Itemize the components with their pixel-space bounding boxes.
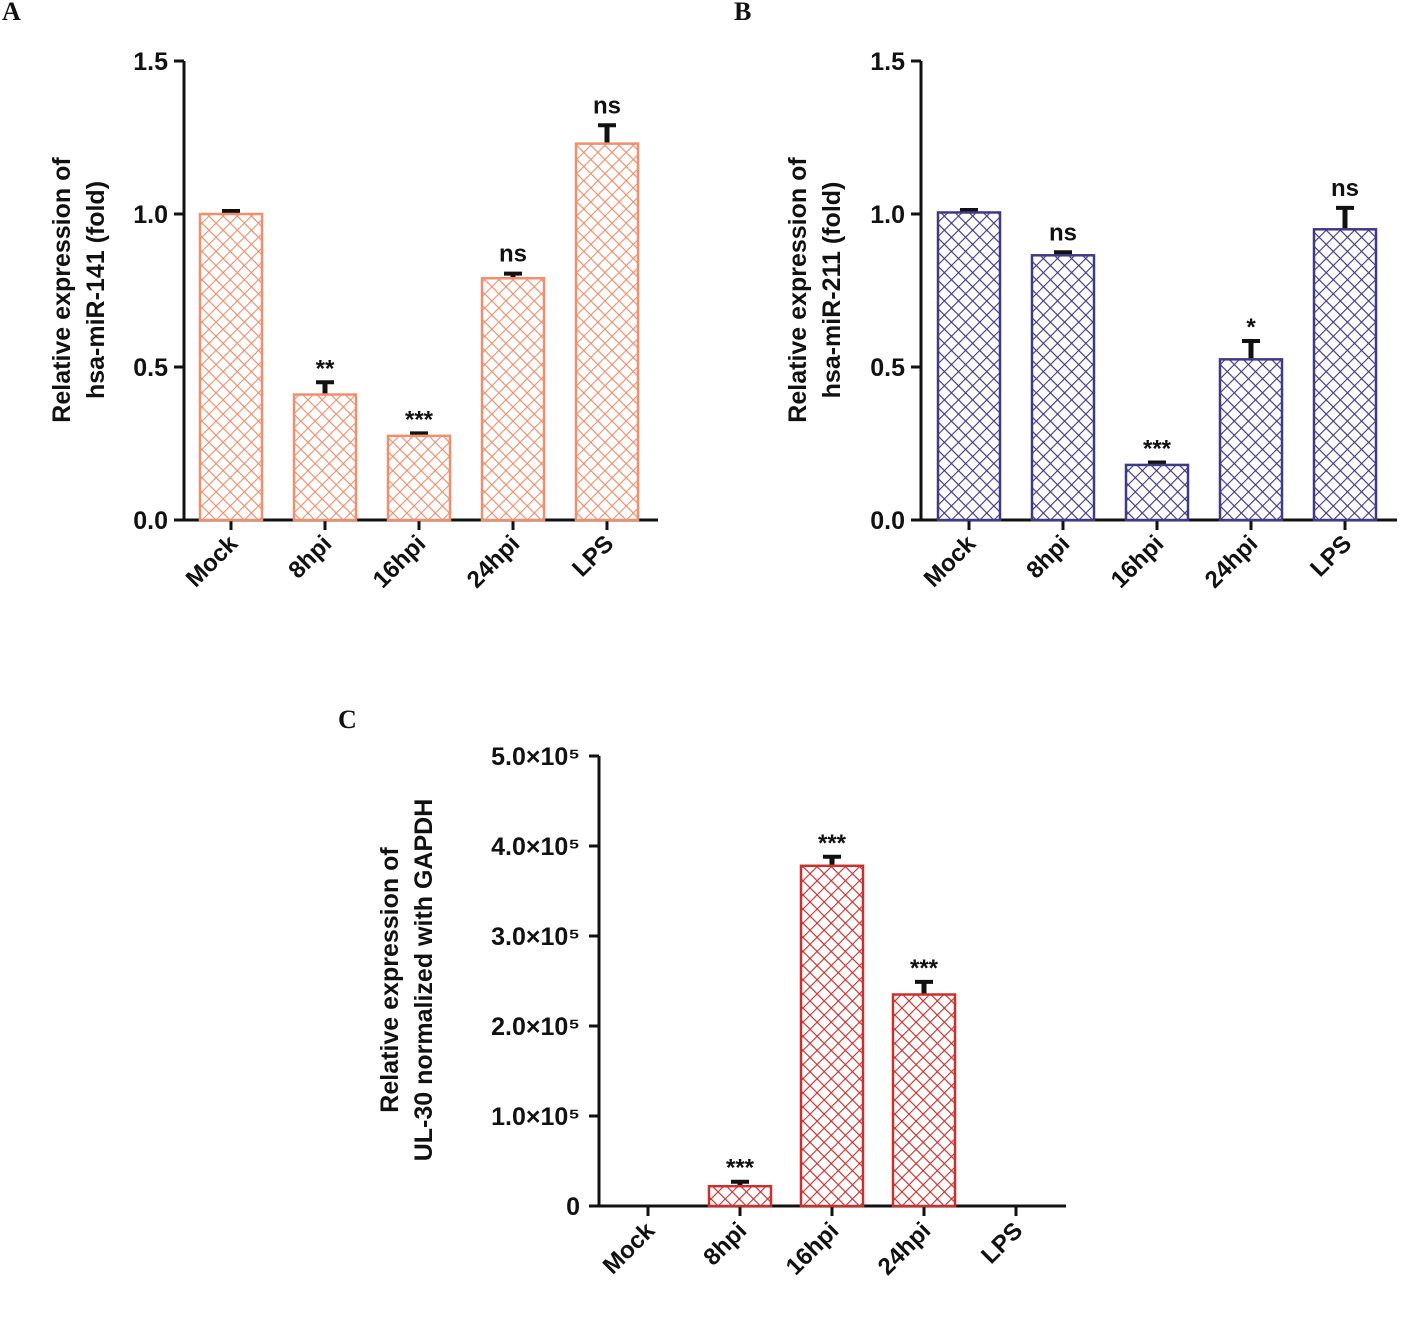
x-tick-label-c-mock: Mock [598, 1217, 661, 1280]
significance-a-24hpi: ns [499, 241, 527, 268]
y-axis-title-a-line1: Relative expression of [48, 157, 76, 423]
x-tick-label-a-lps: LPS [567, 530, 619, 582]
x-tick-label-a-mock: Mock [181, 530, 244, 593]
bar-b-lps [1312, 228, 1378, 522]
y-tick-label-c: 0 [566, 1193, 580, 1221]
y-tick-label-b: 0.0 [870, 507, 905, 535]
panel-label-c: C [338, 705, 357, 734]
y-tick-label-c: 4.0×10⁵ [491, 833, 580, 861]
significance-a-16hpi: *** [405, 406, 434, 433]
y-tick-label-a: 1.5 [133, 48, 168, 76]
x-tick-label-b-16hpi: 16hpi [1106, 530, 1169, 593]
significance-b-16hpi: *** [1143, 435, 1172, 462]
significance-c-8hpi: *** [726, 1155, 755, 1182]
y-tick-label-b: 0.5 [870, 354, 905, 382]
significance-b-24hpi: * [1246, 314, 1256, 341]
y-tick-label-b: 1.5 [870, 48, 905, 76]
significance-b-lps: ns [1331, 175, 1359, 202]
chart-a: 0.0 0.5 1.0 1.5 Mock ** 8hpi *** 16hpi ns 24hpi ns L… [133, 48, 658, 594]
chart-c: 0 1.0×10⁵ 2.0×10⁵ 3.0×10⁵ 4.0×10⁵ 5.0×10⁵ Mock… [491, 743, 1066, 1281]
significance-c-16hpi: *** [818, 830, 847, 857]
y-axis-title-b-line1: Relative expression of [784, 157, 812, 423]
bar-a-24hpi [480, 277, 546, 522]
y-axis-title-c-line1: Relative expression of [376, 847, 404, 1113]
y-tick-label-a: 0.5 [133, 354, 168, 382]
y-axis-title-c-line2: UL-30 normalized with GAPDH [410, 799, 438, 1162]
x-tick-label-a-8hpi: 8hpi [283, 530, 337, 584]
x-tick-label-b-8hpi: 8hpi [1021, 530, 1075, 584]
bar-a-16hpi [386, 434, 452, 522]
chart-b: 0.0 0.5 1.0 1.5 Mock ns 8hpi *** 16hpi * 24hpi ns LP… [870, 48, 1397, 594]
y-tick-label-c: 3.0×10⁵ [491, 923, 580, 951]
bar-b-8hpi [1030, 254, 1096, 522]
y-tick-label-a: 1.0 [133, 201, 168, 229]
x-tick-label-a-16hpi: 16hpi [368, 530, 431, 593]
bar-a-mock [198, 212, 264, 522]
significance-a-8hpi: ** [316, 355, 335, 382]
bar-c-24hpi [891, 993, 957, 1208]
y-axis-title-a-line2: hsa-miR-141 (fold) [82, 181, 110, 399]
significance-c-24hpi: *** [910, 955, 939, 982]
bar-a-lps [574, 142, 640, 522]
x-tick-label-b-mock: Mock [919, 530, 982, 593]
bar-c-8hpi [707, 1184, 773, 1208]
panel-label-b: B [734, 0, 751, 26]
y-axis-title-b-line2: hsa-miR-211 (fold) [818, 182, 846, 399]
y-tick-label-c: 1.0×10⁵ [491, 1103, 580, 1131]
significance-a-lps: ns [593, 92, 621, 119]
y-tick-label-a: 0.0 [133, 507, 168, 535]
x-tick-label-c-8hpi: 8hpi [698, 1217, 752, 1271]
y-tick-label-b: 1.0 [870, 201, 905, 229]
bar-b-24hpi [1218, 358, 1284, 522]
bar-b-16hpi [1124, 463, 1190, 522]
bar-b-mock [936, 211, 1002, 522]
y-tick-label-c: 5.0×10⁵ [491, 743, 580, 771]
y-axis-title-c: Relative expression of UL-30 normalized … [376, 799, 438, 1162]
bar-c-16hpi [799, 864, 865, 1208]
bar-a-8hpi [292, 393, 358, 522]
y-axis-title-b: Relative expression of hsa-miR-211 (fold… [784, 157, 846, 423]
x-tick-label-c-24hpi: 24hpi [873, 1217, 936, 1280]
panel-label-a: A [2, 0, 21, 26]
x-tick-label-b-lps: LPS [1305, 530, 1357, 582]
y-axis-title-a: Relative expression of hsa-miR-141 (fold… [48, 157, 110, 423]
x-tick-label-b-24hpi: 24hpi [1200, 530, 1263, 593]
x-tick-label-c-16hpi: 16hpi [781, 1217, 844, 1280]
x-tick-label-c-lps: LPS [976, 1217, 1028, 1269]
y-tick-label-c: 2.0×10⁵ [491, 1013, 580, 1041]
significance-b-8hpi: ns [1049, 219, 1077, 246]
x-tick-label-a-24hpi: 24hpi [462, 530, 525, 593]
